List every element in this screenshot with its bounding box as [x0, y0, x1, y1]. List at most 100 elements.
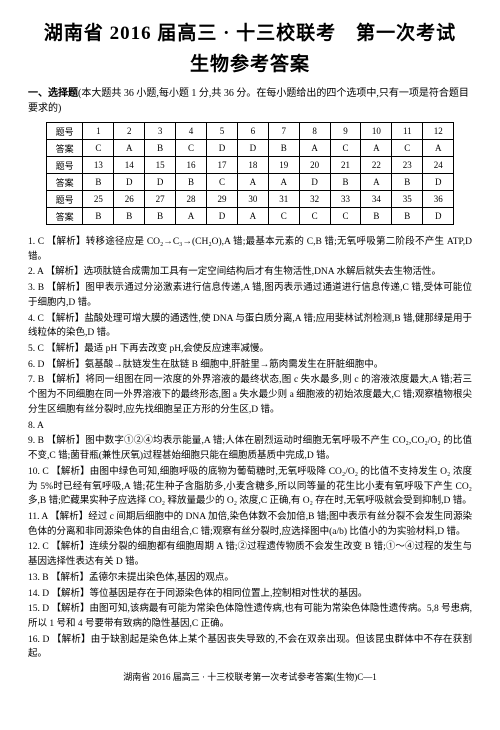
cell-ans: D — [423, 174, 454, 191]
cell-num: 10 — [361, 123, 392, 140]
explanation-item: 12. C 【解析】连续分裂的细胞都有细胞周期 A 错;②过程遗传物质不会发生改… — [28, 540, 472, 569]
cell-ans: D — [114, 174, 145, 191]
explanation-item: 9. B 【解析】图中数字①②④均表示能量,A 错;人体在剧烈运动时细胞无氧呼吸… — [28, 434, 472, 463]
cell-ans: B — [114, 208, 145, 225]
cell-ans: B — [330, 174, 361, 191]
exam-title-line1: 湖南省 2016 届高三 · 十三校联考 第一次考试 — [28, 18, 472, 45]
cell-num: 27 — [145, 191, 176, 208]
explanation-item: 10. C 【解析】由图中绿色可知,细胞呼吸的底物为葡萄糖时,无氧呼吸降 CO₂… — [28, 465, 472, 509]
cell-ans: A — [361, 174, 392, 191]
row-label-num: 题号 — [46, 123, 83, 140]
cell-num: 20 — [299, 157, 330, 174]
cell-num: 4 — [176, 123, 207, 140]
explanation-item: 8. A — [28, 419, 472, 434]
cell-ans: A — [361, 140, 392, 157]
explanation-item: 3. B 【解析】图甲表示通过分泌激素进行信息传递,A 错,图丙表示通过通道进行… — [28, 281, 472, 310]
cell-num: 7 — [268, 123, 299, 140]
cell-num: 24 — [423, 157, 454, 174]
cell-ans: B — [361, 208, 392, 225]
cell-num: 5 — [207, 123, 238, 140]
cell-ans: A — [268, 174, 299, 191]
section-1-heading: 一、选择题(本大题共 36 小题,每小题 1 分,共 36 分。在每小题给出的四… — [28, 86, 472, 116]
cell-num: 2 — [114, 123, 145, 140]
explanation-item: 4. C 【解析】盐酸处理可增大膜的通透性,使 DNA 与蛋白质分离,A 错;应… — [28, 312, 472, 341]
cell-num: 21 — [330, 157, 361, 174]
explanation-item: 16. D 【解析】由于缺割起是染色体上某个基因丧失导致的,不会在双亲出现。但该… — [28, 633, 472, 662]
cell-ans: D — [423, 208, 454, 225]
row-label-ans: 答案 — [46, 140, 83, 157]
cell-num: 34 — [361, 191, 392, 208]
cell-ans: A — [237, 208, 268, 225]
cell-num: 12 — [423, 123, 454, 140]
explanations-block: 1. C 【解析】转移途径应是 CO₂→C₃→(CH₂O),A 错;最基本元素的… — [28, 235, 472, 662]
cell-ans: B — [83, 174, 114, 191]
cell-ans: C — [268, 208, 299, 225]
explanation-item: 13. B 【解析】孟德尔未提出染色体,基因的观点。 — [28, 571, 472, 586]
cell-ans: B — [392, 208, 423, 225]
row-label-ans: 答案 — [46, 174, 83, 191]
cell-ans: B — [392, 174, 423, 191]
cell-num: 25 — [83, 191, 114, 208]
cell-num: 8 — [299, 123, 330, 140]
explanation-item: 2. A 【解析】选项肽链合成需加工具有一定空间结构后才有生物活性,DNA 水解… — [28, 265, 472, 280]
cell-ans: A — [114, 140, 145, 157]
cell-num: 11 — [392, 123, 423, 140]
explanation-item: 5. C 【解析】最适 pH 下再去改变 pH,会使反应速率减慢。 — [28, 342, 472, 357]
cell-num: 9 — [330, 123, 361, 140]
cell-ans: D — [207, 140, 238, 157]
cell-num: 35 — [392, 191, 423, 208]
row-label-num: 题号 — [46, 191, 83, 208]
cell-ans: B — [268, 140, 299, 157]
explanation-item: 14. D 【解析】等位基因是存在于同源染色体的相同位置上,控制相对性状的基因。 — [28, 587, 472, 602]
cell-num: 28 — [176, 191, 207, 208]
explanation-item: 6. D 【解析】氨基酸→肽链发生在肽链 B 细胞中,肝脏里→筋肉需发生在肝脏细… — [28, 358, 472, 373]
cell-ans: D — [145, 174, 176, 191]
cell-ans: A — [237, 174, 268, 191]
section-1-label: 一、选择题 — [28, 88, 78, 99]
cell-ans: C — [207, 174, 238, 191]
exam-title-line2: 生物参考答案 — [28, 49, 472, 76]
cell-num: 1 — [83, 123, 114, 140]
answer-table: 题号123456789101112答案CABCDDBACACA题号1314151… — [46, 122, 454, 225]
cell-num: 15 — [145, 157, 176, 174]
cell-ans: B — [176, 174, 207, 191]
cell-ans: D — [207, 208, 238, 225]
row-label-num: 题号 — [46, 157, 83, 174]
explanation-item: 7. B 【解析】将同一组图在同一浓度的外界溶液的最终状态,图 c 失水最多,则… — [28, 373, 472, 417]
cell-num: 18 — [237, 157, 268, 174]
cell-num: 16 — [176, 157, 207, 174]
cell-num: 17 — [207, 157, 238, 174]
cell-num: 32 — [299, 191, 330, 208]
cell-num: 23 — [392, 157, 423, 174]
explanation-item: 11. A 【解析】经过 c 间期后细胞中的 DNA 加倍,染色体数不会加倍,B… — [28, 510, 472, 539]
cell-ans: A — [176, 208, 207, 225]
cell-ans: B — [83, 208, 114, 225]
cell-num: 6 — [237, 123, 268, 140]
cell-ans: B — [145, 140, 176, 157]
section-1-desc: (本大题共 36 小题,每小题 1 分,共 36 分。在每小题给出的四个选项中,… — [28, 88, 469, 114]
cell-num: 33 — [330, 191, 361, 208]
cell-num: 36 — [423, 191, 454, 208]
cell-ans: A — [423, 140, 454, 157]
cell-ans: C — [176, 140, 207, 157]
cell-ans: C — [330, 208, 361, 225]
explanation-item: 1. C 【解析】转移途径应是 CO₂→C₃→(CH₂O),A 错;最基本元素的… — [28, 235, 472, 264]
cell-ans: D — [237, 140, 268, 157]
cell-ans: C — [392, 140, 423, 157]
cell-ans: D — [299, 174, 330, 191]
page-footer: 湖南省 2016 届高三 · 十三校联考第一次考试参考答案(生物)C—1 — [28, 670, 472, 683]
cell-ans: C — [299, 208, 330, 225]
cell-num: 26 — [114, 191, 145, 208]
cell-num: 3 — [145, 123, 176, 140]
cell-num: 29 — [207, 191, 238, 208]
cell-num: 13 — [83, 157, 114, 174]
cell-num: 22 — [361, 157, 392, 174]
cell-ans: A — [299, 140, 330, 157]
cell-num: 31 — [268, 191, 299, 208]
cell-ans: B — [145, 208, 176, 225]
cell-ans: C — [330, 140, 361, 157]
cell-num: 14 — [114, 157, 145, 174]
cell-num: 19 — [268, 157, 299, 174]
explanation-item: 15. D 【解析】由图可知,该病最有可能为常染色体隐性遗传病,也有可能为常染色… — [28, 602, 472, 631]
cell-num: 30 — [237, 191, 268, 208]
